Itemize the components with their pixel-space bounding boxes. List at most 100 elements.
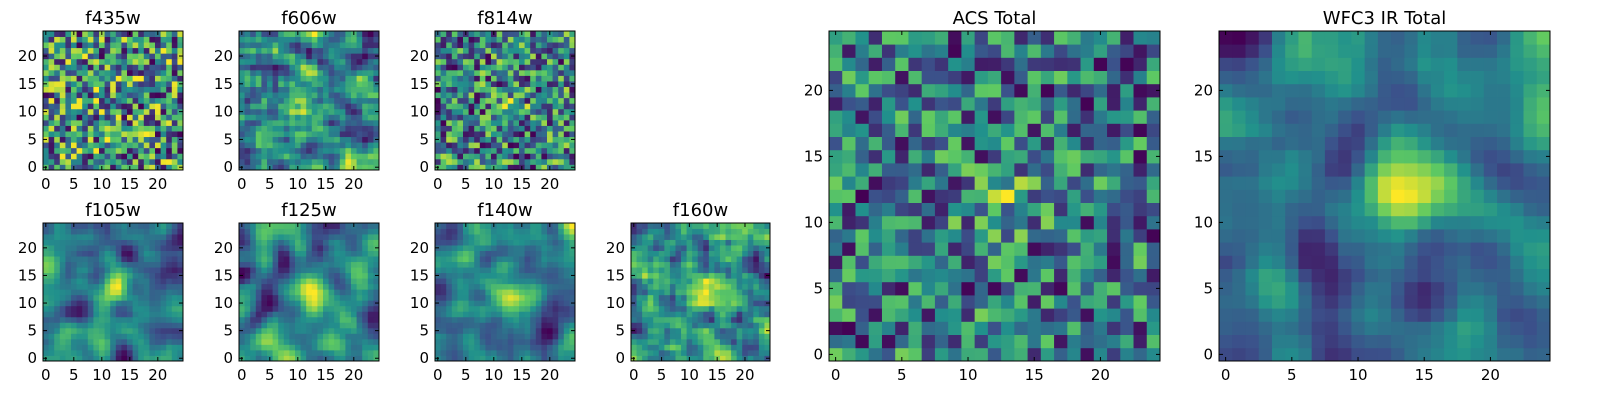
heatmap-cell (530, 108, 537, 115)
heatmap-cell (642, 294, 649, 301)
heatmap-cell (82, 338, 89, 345)
heatmap-cell (115, 349, 122, 356)
heatmap-cell (440, 261, 447, 268)
heatmap-cell (440, 31, 447, 37)
heatmap-cell (300, 316, 307, 323)
heatmap-cell (440, 272, 447, 279)
heatmap-cell (558, 147, 565, 154)
heatmap-cell (675, 278, 682, 285)
heatmap-cell (569, 289, 576, 296)
heatmap-cell (547, 250, 553, 257)
heatmap-cell (547, 103, 553, 110)
heatmap-cell (306, 289, 313, 296)
heatmap-cell (177, 158, 184, 165)
heatmap-cell (71, 234, 77, 240)
heatmap-cell (71, 283, 77, 290)
heatmap-cell (138, 64, 145, 71)
heatmap-cell (502, 158, 509, 165)
y-tick-label: 10 (410, 103, 429, 121)
heatmap-cell (435, 92, 441, 99)
heatmap-cell (468, 81, 475, 87)
heatmap-cell (76, 36, 83, 43)
heatmap-cell (328, 250, 335, 257)
heatmap-cell (339, 250, 346, 257)
heatmap-cell (71, 322, 77, 329)
heatmap-cell (278, 58, 285, 65)
heatmap-cell (93, 69, 100, 76)
heatmap-cell (474, 261, 481, 268)
heatmap-cell (267, 234, 273, 240)
heatmap-cell (160, 69, 167, 76)
heatmap-cell (177, 131, 184, 138)
heatmap-cell (731, 322, 738, 329)
heatmap-cell (155, 58, 161, 65)
heatmap-cell (54, 327, 61, 334)
x-tick-label: 10 (680, 366, 699, 384)
heatmap-cell (306, 223, 313, 229)
heatmap-cell (636, 256, 643, 263)
heatmap-cell (703, 333, 710, 340)
heatmap-cell (278, 153, 285, 160)
heatmap-cell (317, 64, 324, 71)
heatmap-cell (149, 250, 156, 257)
heatmap-cell (463, 228, 469, 235)
heatmap-cell (339, 36, 346, 43)
heatmap-cell (351, 97, 357, 104)
heatmap-cell (485, 108, 492, 115)
heatmap-cell (513, 75, 520, 82)
heatmap-cell (166, 131, 173, 138)
heatmap-cell (563, 228, 570, 235)
heatmap-cell (132, 58, 139, 65)
heatmap-cell (43, 58, 49, 65)
heatmap-cell (708, 278, 715, 285)
heatmap-cell (519, 322, 525, 329)
heatmap-cell (686, 239, 693, 246)
heatmap-cell (653, 327, 660, 334)
heatmap-cell (345, 311, 352, 318)
heatmap-cell (547, 261, 553, 268)
heatmap-cell (485, 36, 492, 43)
heatmap-cell (435, 131, 441, 138)
heatmap-cell (1146, 255, 1161, 269)
heatmap-cell (311, 58, 318, 65)
heatmap-cell (82, 344, 89, 351)
heatmap-cell (261, 164, 268, 171)
heatmap-cell (177, 344, 184, 351)
heatmap-cell (334, 158, 341, 165)
heatmap-cell (267, 245, 273, 251)
heatmap-cell (166, 64, 173, 71)
heatmap-cell (367, 142, 374, 149)
heatmap-cell (725, 272, 732, 279)
heatmap-cell (373, 316, 380, 323)
heatmap-cell (1080, 229, 1095, 243)
heatmap-cell (530, 355, 537, 362)
heatmap-cell (552, 283, 559, 290)
heatmap-cell (104, 69, 111, 76)
heatmap-cell (121, 36, 128, 43)
heatmap-cell (474, 228, 481, 235)
heatmap-cell (59, 228, 66, 235)
heatmap-cell (1093, 268, 1108, 283)
heatmap-cell (48, 228, 55, 235)
heatmap-cell (747, 261, 754, 268)
heatmap-cell (323, 234, 329, 240)
heatmap-cell (502, 136, 509, 143)
heatmap-cell (753, 300, 760, 307)
heatmap-cell (87, 267, 94, 274)
heatmap-cell (311, 228, 318, 235)
heatmap-cell (171, 36, 178, 43)
heatmap-cell (132, 53, 139, 60)
heatmap-cell (535, 97, 542, 104)
heatmap-cell (855, 149, 870, 164)
heatmap-cell (703, 228, 710, 235)
heatmap-cell (653, 305, 660, 312)
heatmap-cell (507, 256, 514, 263)
heatmap-cell (278, 289, 285, 296)
heatmap-cell (48, 125, 55, 132)
heatmap-cell (345, 355, 352, 362)
heatmap-cell (1014, 163, 1028, 177)
heatmap-cell (948, 255, 962, 269)
heatmap-cell (149, 261, 156, 268)
heatmap-cell (132, 333, 139, 340)
heatmap-cell (295, 338, 301, 345)
